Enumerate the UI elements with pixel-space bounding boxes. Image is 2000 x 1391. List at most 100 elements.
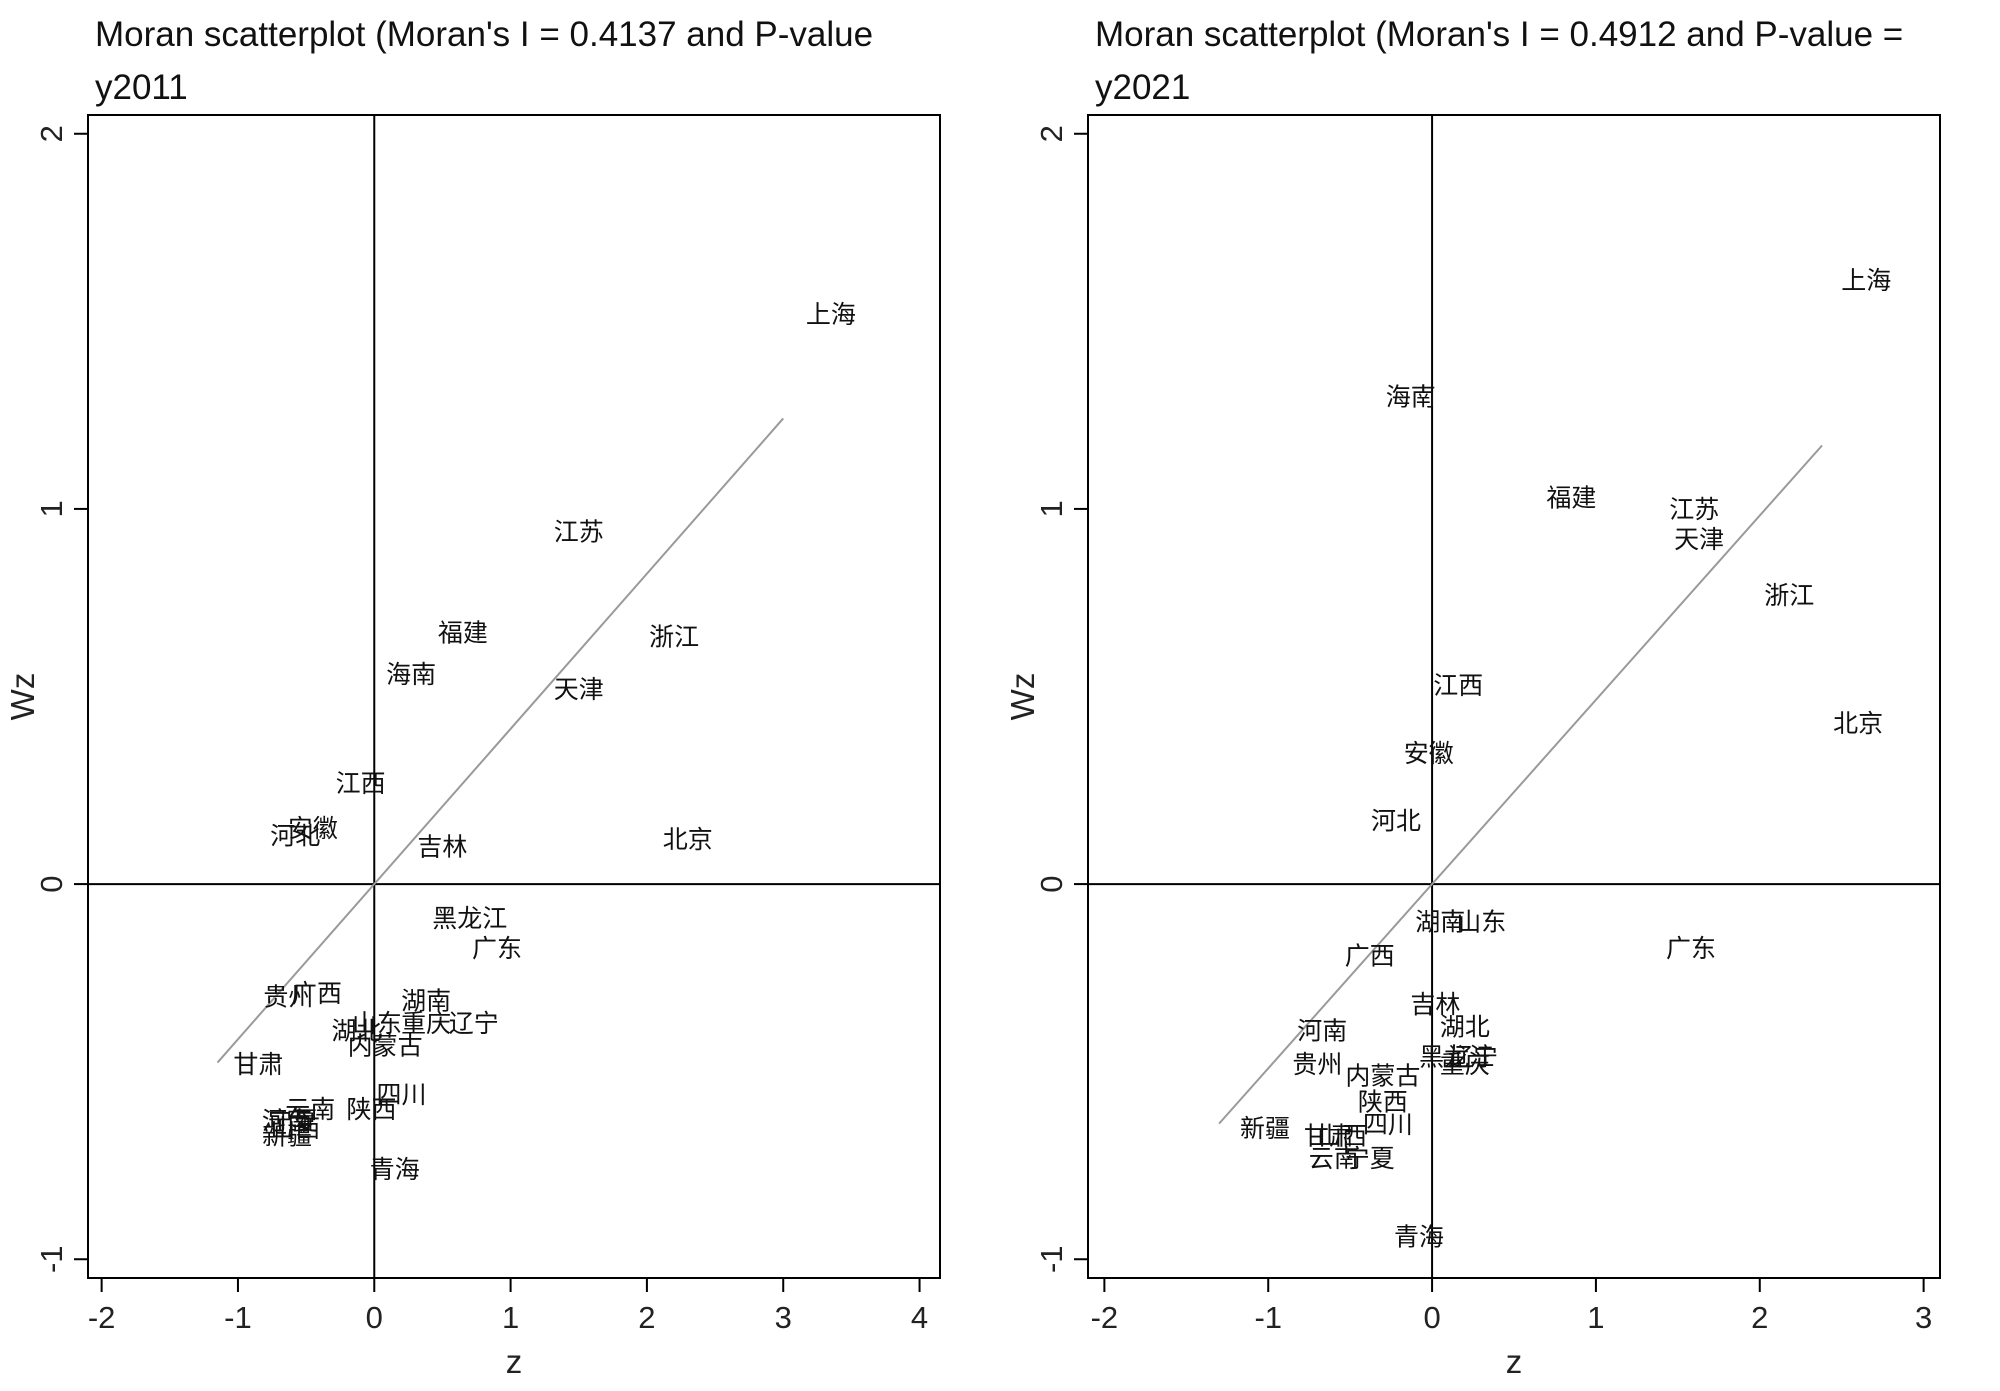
data-point-label: 甘肃	[233, 1050, 283, 1079]
data-point-label: 山东	[1456, 908, 1506, 937]
data-point-label: 天津	[1674, 525, 1724, 554]
data-point-label: 海南	[386, 660, 436, 689]
right-x-tick-label: 0	[1423, 1300, 1440, 1335]
data-point-label: 北京	[1833, 709, 1883, 738]
data-point-label: 广西	[292, 979, 342, 1008]
data-point-label: 山西	[1317, 1121, 1367, 1150]
left-y-tick-label: -1	[34, 1245, 69, 1273]
data-point-label: 河南	[1297, 1016, 1347, 1045]
left-x-tick-label: 0	[366, 1300, 383, 1335]
data-point-label: 陕西	[347, 1095, 397, 1124]
data-point-label: 广西	[1345, 941, 1395, 970]
data-point-label: 山西	[270, 1114, 320, 1143]
data-point-label: 广东	[472, 934, 522, 963]
data-point-label: 山东	[352, 1009, 402, 1038]
right-y-tick-label: 0	[1034, 875, 1069, 892]
right-y-axis-title: Wz	[1004, 673, 1041, 721]
data-point-label: 江苏	[554, 517, 604, 546]
right-y-tick-label: 2	[1034, 125, 1069, 142]
data-point-label: 贵州	[263, 983, 313, 1012]
left-x-tick-label: 2	[638, 1300, 655, 1335]
left-x-axis-title: z	[506, 1343, 523, 1380]
data-point-label: 安徽	[1404, 739, 1454, 768]
right-y-tick-label: -1	[1034, 1245, 1069, 1273]
right-title-line2: y2021	[1095, 68, 1190, 107]
left-x-tick-label: 3	[775, 1300, 792, 1335]
data-point-label: 四川	[377, 1080, 427, 1109]
data-point-label: 吉林	[1410, 990, 1460, 1019]
right-x-tick-label: 2	[1751, 1300, 1768, 1335]
left-y-tick-label: 2	[34, 125, 69, 142]
data-point-label: 安徽	[288, 814, 338, 843]
data-point-label: 云南	[1309, 1144, 1359, 1173]
data-point-label: 黑龙江	[432, 904, 507, 933]
data-point-label: 天津	[554, 675, 604, 704]
data-point-label: 新疆	[262, 1121, 312, 1150]
data-point-label: 福建	[1546, 484, 1596, 513]
data-point-label: 河北	[1371, 806, 1421, 835]
left-y-tick-label: 1	[34, 500, 69, 517]
data-point-label: 福建	[438, 619, 488, 648]
right-x-tick-label: -1	[1254, 1300, 1282, 1335]
left-panel: Moran scatterplot (Moran's I = 0.4137 an…	[4, 15, 941, 1380]
data-point-label: 河北	[270, 821, 320, 850]
data-point-label: 湖北	[1440, 1013, 1490, 1042]
right-x-tick-label: 1	[1587, 1300, 1604, 1335]
data-point-label: 广东	[1666, 934, 1716, 963]
data-point-label: 陕西	[1358, 1088, 1408, 1117]
right-x-tick-label: -2	[1091, 1300, 1119, 1335]
data-point-label: 辽宁	[449, 1009, 499, 1038]
data-point-label: 贵州	[1292, 1050, 1342, 1079]
data-point-label: 江西	[336, 769, 386, 798]
data-point-label: 青海	[370, 1155, 420, 1184]
data-point-label: 宁夏	[1345, 1144, 1395, 1173]
left-y-tick-label: 0	[34, 875, 69, 892]
data-point-label: 辽宁	[1448, 1043, 1498, 1072]
data-point-label: 宁夏	[267, 1106, 317, 1135]
right-x-axis-title: z	[1506, 1343, 1523, 1380]
right-panel: Moran scatterplot (Moran's I = 0.4912 an…	[1004, 15, 1941, 1380]
left-x-tick-label: 4	[911, 1300, 928, 1335]
right-title-line1: Moran scatterplot (Moran's I = 0.4912 an…	[1095, 15, 1903, 54]
left-x-tick-label: -2	[88, 1300, 116, 1335]
left-y-axis-title: Wz	[4, 673, 41, 721]
right-x-tick-label: 3	[1915, 1300, 1932, 1335]
data-point-label: 新疆	[1240, 1114, 1290, 1143]
data-point-label: 青海	[1394, 1223, 1444, 1252]
right-fit-line	[1218, 444, 1823, 1125]
data-point-label: 四川	[1363, 1110, 1413, 1139]
left-fit-line	[216, 417, 784, 1064]
data-point-label: 海南	[1386, 382, 1436, 411]
left-x-tick-label: -1	[224, 1300, 252, 1335]
data-point-label: 湖北	[332, 1016, 382, 1045]
left-title-line2: y2011	[95, 68, 188, 107]
data-point-label: 内蒙古	[348, 1031, 423, 1060]
data-point-label: 江西	[1433, 671, 1483, 700]
data-point-label: 云南	[285, 1095, 335, 1124]
data-point-label: 湖南	[1415, 908, 1465, 937]
data-point-label: 湖南	[401, 986, 451, 1015]
data-point-label: 吉林	[417, 833, 467, 862]
data-point-label: 江苏	[1669, 495, 1719, 524]
data-point-label: 上海	[806, 300, 856, 329]
data-point-label: 浙江	[1764, 581, 1814, 610]
left-title-line1: Moran scatterplot (Moran's I = 0.4137 an…	[95, 15, 873, 54]
data-point-label: 重庆	[1440, 1050, 1490, 1079]
data-point-label: 黑龙江	[1419, 1043, 1494, 1072]
data-point-label: 浙江	[649, 622, 699, 651]
data-point-label: 内蒙古	[1345, 1061, 1420, 1090]
data-point-label: 上海	[1841, 266, 1891, 295]
left-plot-frame	[87, 114, 941, 1279]
data-point-label: 甘肃	[1304, 1121, 1354, 1150]
data-point-label: 重庆	[401, 1009, 451, 1038]
right-y-tick-label: 1	[1034, 500, 1069, 517]
data-point-label: 北京	[663, 825, 713, 854]
right-plot-frame	[1087, 114, 1941, 1279]
data-point-label: 河南	[262, 1106, 312, 1135]
left-x-tick-label: 1	[502, 1300, 519, 1335]
